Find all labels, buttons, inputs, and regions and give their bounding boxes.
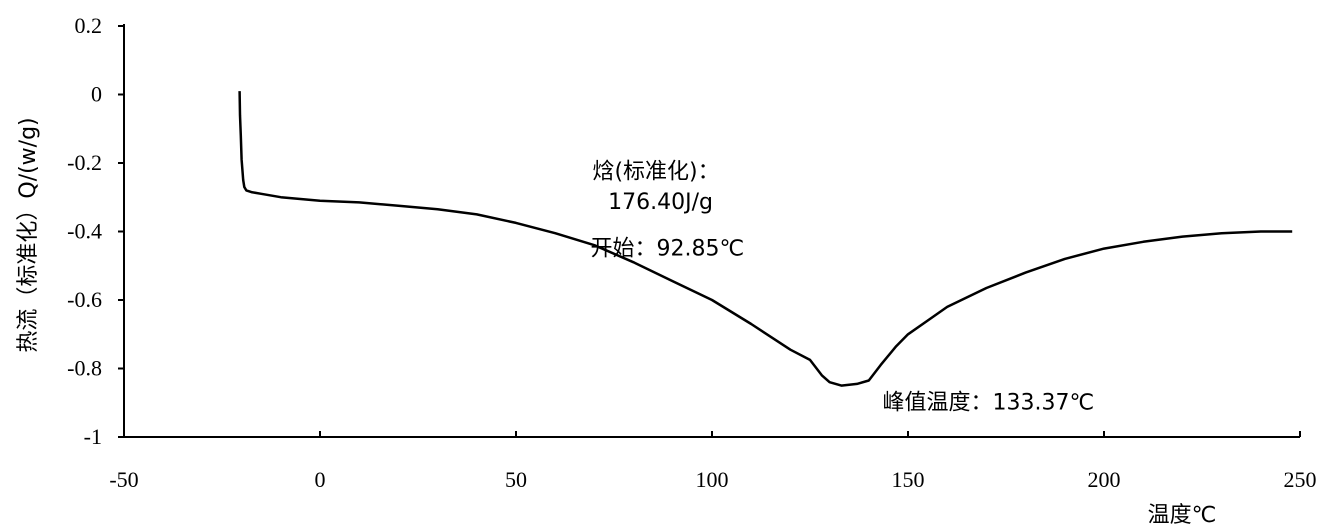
x-tick-label: -50	[109, 467, 138, 492]
ticks: 0.2 0 -0.2 -0.4 -0.6 -0.8 -1 -50 0 50 100 150 200 250	[67, 13, 1316, 492]
annotation-enthalpy-label: 焓(标准化)：	[592, 159, 719, 184]
annotations: 焓(标准化)： 176.40J/g 开始：92.85℃ 峰值温度：133.37℃	[590, 159, 1094, 415]
x-tick-label: 200	[1088, 467, 1121, 492]
y-tick-label: -0.2	[67, 150, 102, 175]
y-tick-label: -1	[84, 424, 102, 449]
y-tick-label: -0.8	[67, 356, 102, 381]
x-tick-label: 250	[1284, 467, 1317, 492]
annotation-onset: 开始：92.85℃	[590, 236, 744, 261]
y-tick-label: -0.6	[67, 287, 102, 312]
x-tick-label: 0	[315, 467, 326, 492]
x-tick-label: 100	[696, 467, 729, 492]
annotation-peak: 峰值温度：133.37℃	[883, 391, 1095, 416]
y-tick-label: 0.2	[75, 13, 103, 38]
heat-flow-line	[238, 91, 1293, 387]
x-tick-label: 150	[892, 467, 925, 492]
x-tick-label: 50	[505, 467, 527, 492]
axes	[123, 24, 1300, 438]
x-axis-title: 温度℃	[1148, 503, 1217, 528]
series	[238, 91, 1293, 387]
y-tick-label: 0	[91, 82, 102, 107]
y-tick-label: -0.4	[67, 219, 102, 244]
y-axis-title: 热流（标准化）Q/(w/g)	[16, 117, 41, 352]
annotation-enthalpy-value: 176.40J/g	[608, 190, 713, 215]
